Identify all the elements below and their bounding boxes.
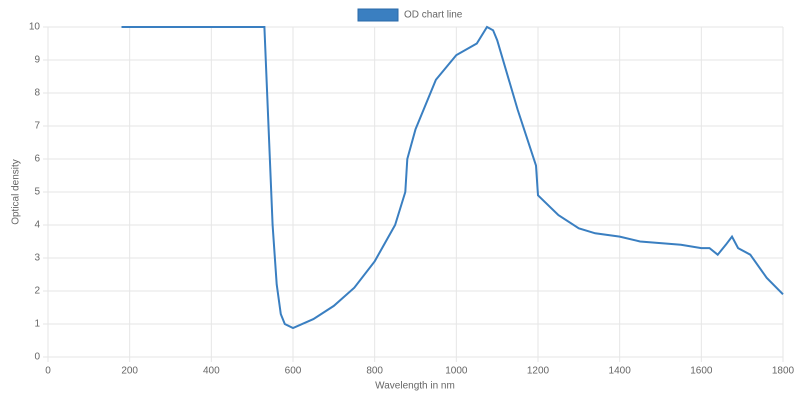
x-tick-label: 200 bbox=[121, 366, 138, 377]
y-tick-label: 10 bbox=[29, 22, 41, 33]
y-tick-label: 8 bbox=[34, 88, 40, 99]
y-tick-label: 2 bbox=[34, 286, 40, 297]
data-line bbox=[121, 25, 784, 330]
x-axis-title: Wavelength in nm bbox=[375, 381, 455, 392]
x-tick-label: 1200 bbox=[527, 366, 550, 377]
y-tick-label: 4 bbox=[34, 220, 40, 231]
y-tick-label: 0 bbox=[34, 352, 40, 363]
x-tick-label: 400 bbox=[203, 366, 220, 377]
y-tick-label: 5 bbox=[34, 187, 40, 198]
y-tick-label: 7 bbox=[34, 121, 40, 132]
y-tick-label: 6 bbox=[34, 154, 40, 165]
x-tick-label: 1600 bbox=[690, 366, 713, 377]
x-tick-label: 1400 bbox=[609, 366, 632, 377]
legend-swatch bbox=[357, 8, 399, 22]
y-tick-label: 9 bbox=[34, 55, 40, 66]
x-tick-label: 0 bbox=[45, 366, 51, 377]
legend-label: OD chart line bbox=[404, 10, 463, 21]
y-tick-label: 1 bbox=[34, 319, 40, 330]
x-tick-label: 1000 bbox=[445, 366, 468, 377]
x-tick-label: 800 bbox=[366, 366, 383, 377]
y-tick-label: 3 bbox=[34, 253, 40, 264]
x-tick-label: 600 bbox=[285, 366, 302, 377]
x-tick-label: 1800 bbox=[772, 366, 795, 377]
y-axis-title: Optical density bbox=[11, 159, 22, 225]
